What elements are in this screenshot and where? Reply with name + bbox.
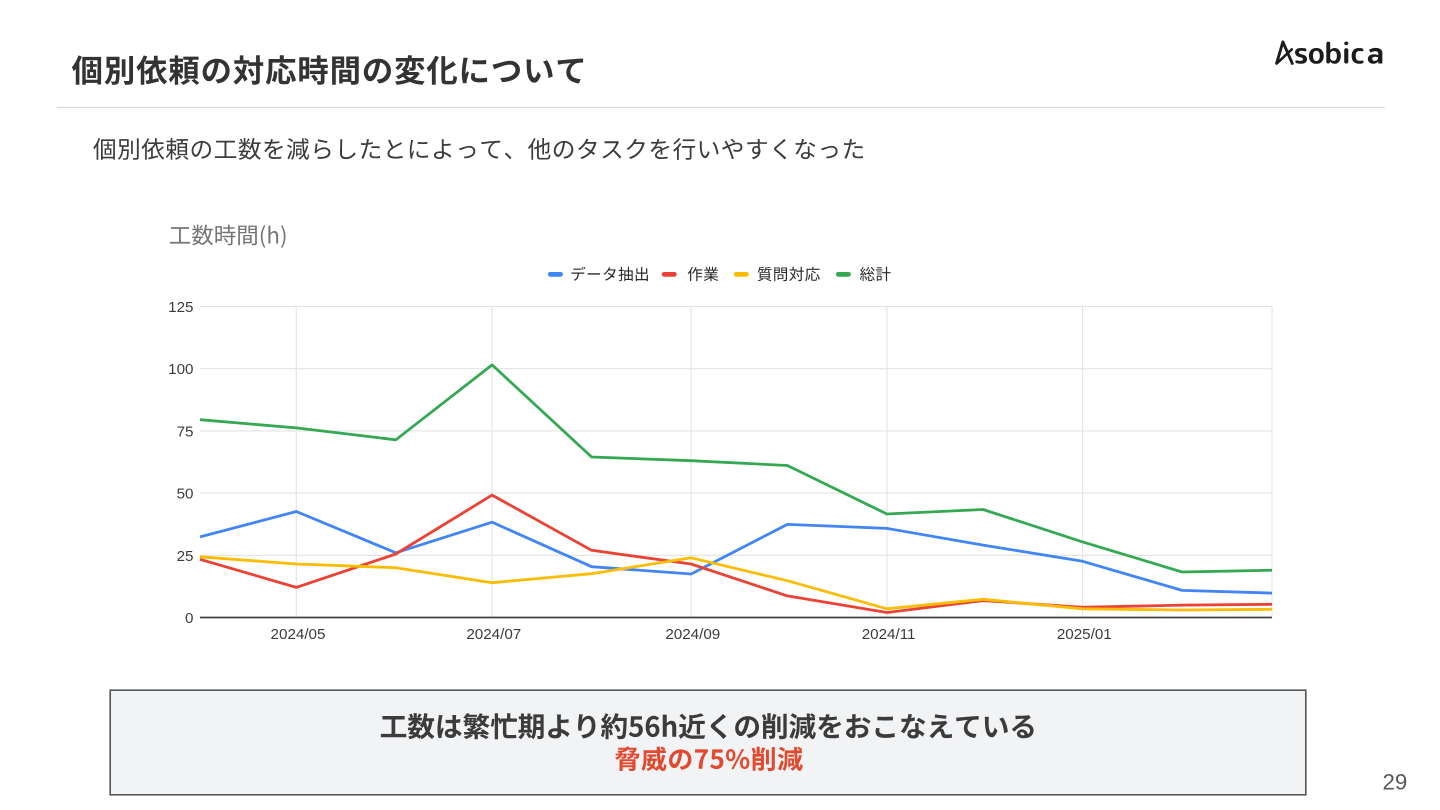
svg-text:2024/11: 2024/11 [862, 626, 916, 643]
svg-text:2025/01: 2025/01 [1057, 626, 1112, 643]
svg-text:125: 125 [168, 299, 193, 316]
svg-text:29: 29 [1382, 769, 1407, 794]
svg-text:75: 75 [177, 423, 194, 440]
svg-text:0: 0 [185, 610, 193, 627]
svg-text:100: 100 [168, 361, 193, 378]
svg-text:2024/07: 2024/07 [466, 626, 521, 643]
svg-text:2024/05: 2024/05 [271, 626, 326, 643]
svg-text:25: 25 [177, 548, 194, 565]
svg-text:2024/09: 2024/09 [665, 626, 720, 643]
svg-text:50: 50 [177, 486, 194, 503]
